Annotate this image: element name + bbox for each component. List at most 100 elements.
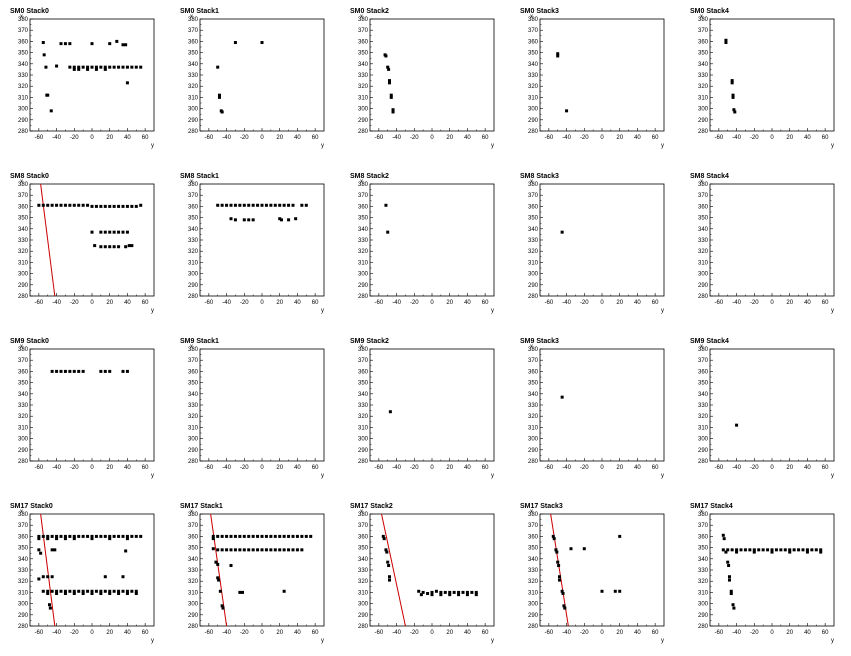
- data-point: [238, 548, 242, 552]
- data-point: [90, 65, 94, 69]
- x-tick-label: -60: [375, 300, 384, 306]
- y-axis-label: x: [190, 179, 193, 185]
- data-point: [386, 560, 390, 564]
- y-tick-label: 350: [188, 216, 199, 222]
- y-tick-label: 310: [528, 95, 539, 101]
- data-point: [561, 592, 565, 596]
- data-point: [112, 65, 116, 69]
- x-tick-label: 40: [124, 630, 131, 636]
- x-tick-label: -20: [240, 135, 249, 141]
- data-point: [99, 65, 103, 69]
- y-tick-label: 340: [358, 62, 369, 68]
- y-tick-label: 310: [358, 425, 369, 431]
- data-point: [735, 548, 739, 552]
- data-point: [115, 39, 119, 43]
- data-point: [37, 577, 41, 581]
- data-point: [731, 93, 735, 97]
- y-tick-label: 320: [698, 249, 709, 255]
- x-tick-label: 20: [276, 630, 283, 636]
- y-tick-label: 380: [188, 347, 199, 353]
- data-point: [72, 65, 76, 69]
- y-tick-label: 340: [188, 557, 199, 563]
- y-tick-label: 380: [18, 512, 29, 518]
- data-point: [220, 548, 224, 552]
- data-point: [387, 575, 391, 579]
- y-tick-label: 340: [358, 227, 369, 233]
- x-tick-label: -60: [545, 630, 554, 636]
- data-point: [90, 534, 94, 538]
- y-tick-label: 310: [698, 425, 709, 431]
- data-point: [68, 589, 72, 593]
- data-point: [229, 548, 233, 552]
- y-tick-label: 320: [188, 579, 199, 585]
- data-point: [391, 110, 395, 114]
- x-tick-label: 40: [124, 465, 131, 471]
- data-point: [55, 203, 59, 207]
- data-point: [256, 203, 260, 207]
- chart-title: SM17 Stack2: [350, 503, 393, 510]
- data-point: [45, 93, 49, 97]
- data-point: [474, 590, 478, 594]
- y-tick-label: 380: [528, 512, 539, 518]
- x-tick-label: 40: [804, 630, 811, 636]
- x-tick-label: 0: [260, 135, 264, 141]
- data-point: [805, 548, 809, 552]
- data-point: [41, 589, 45, 593]
- y-tick-label: 380: [188, 182, 199, 188]
- data-point: [229, 534, 233, 538]
- y-tick-label: 370: [698, 193, 709, 199]
- y-tick-label: 330: [358, 403, 369, 409]
- y-tick-label: 330: [188, 73, 199, 79]
- data-point: [41, 203, 45, 207]
- data-point: [282, 548, 286, 552]
- data-point: [766, 548, 770, 552]
- data-point: [287, 218, 291, 222]
- y-tick-label: 340: [18, 392, 29, 398]
- x-tick-label: 20: [446, 630, 453, 636]
- data-point: [50, 548, 54, 552]
- x-tick-label: -40: [562, 630, 571, 636]
- chart-title: SM17 Stack4: [690, 503, 733, 510]
- data-point: [134, 592, 138, 596]
- y-tick-label: 290: [18, 283, 29, 289]
- data-point: [386, 230, 390, 234]
- data-point: [282, 534, 286, 538]
- data-point: [217, 93, 221, 97]
- data-point: [124, 549, 128, 553]
- y-tick-label: 370: [528, 28, 539, 34]
- y-tick-label: 340: [358, 392, 369, 398]
- data-point: [730, 79, 734, 83]
- chart-title: SM8 Stack3: [520, 173, 559, 180]
- y-tick-label: 340: [528, 392, 539, 398]
- data-point: [46, 592, 50, 596]
- x-tick-label: -20: [240, 300, 249, 306]
- y-axis-label: x: [190, 509, 193, 515]
- y-tick-label: 330: [18, 73, 29, 79]
- y-tick-label: 330: [698, 403, 709, 409]
- data-point: [229, 217, 233, 221]
- data-point: [108, 589, 112, 593]
- y-tick-label: 330: [528, 238, 539, 244]
- y-tick-label: 310: [18, 590, 29, 596]
- y-tick-label: 330: [528, 73, 539, 79]
- y-tick-label: 330: [698, 568, 709, 574]
- x-tick-label: 40: [464, 465, 471, 471]
- y-tick-label: 280: [358, 294, 369, 300]
- y-tick-label: 290: [18, 448, 29, 454]
- plot-frame: [369, 18, 495, 132]
- y-tick-label: 320: [358, 579, 369, 585]
- x-tick-label: 60: [482, 300, 489, 306]
- y-tick-label: 300: [698, 272, 709, 278]
- x-axis-label: y: [151, 143, 154, 149]
- y-tick-label: 300: [698, 437, 709, 443]
- x-tick-label: 0: [260, 630, 264, 636]
- x-tick-label: 0: [430, 630, 434, 636]
- data-point: [77, 203, 81, 207]
- data-point: [461, 590, 465, 594]
- y-tick-label: 330: [528, 403, 539, 409]
